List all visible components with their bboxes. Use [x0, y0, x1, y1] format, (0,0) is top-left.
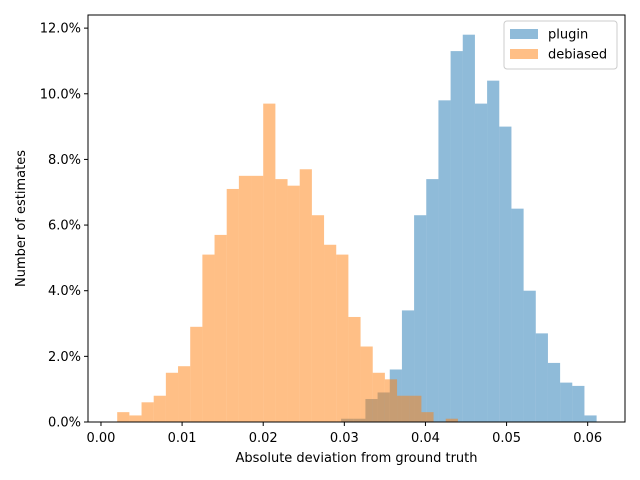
y-tick-label-3: 6.0% — [48, 219, 81, 234]
plugin-bar-16 — [535, 333, 548, 422]
x-tick-label-3: 0.03 — [330, 431, 359, 446]
debiased-bar-24 — [409, 395, 422, 422]
debiased-bar-13 — [275, 179, 288, 422]
debiased-bar-22 — [384, 379, 398, 422]
plugin-bar-13 — [499, 126, 512, 422]
plugin-bar-18 — [560, 382, 573, 422]
series-plugin — [341, 34, 597, 423]
debiased-bar-0 — [117, 412, 130, 422]
debiased-bar-9 — [226, 188, 239, 422]
plugin-bar-8 — [438, 100, 451, 422]
debiased-bar-4 — [165, 372, 179, 422]
y-tick-label-6: 12.0% — [40, 22, 81, 37]
plugin-bar-10 — [462, 34, 475, 422]
y-tick-label-1: 2.0% — [48, 350, 81, 365]
y-axis-label: Number of estimates — [14, 150, 29, 287]
series-debiased — [117, 103, 458, 423]
debiased-bar-5 — [178, 366, 191, 422]
plugin-bar-14 — [511, 208, 524, 422]
y-tick-label-5: 10.0% — [40, 87, 81, 102]
debiased-bar-3 — [153, 395, 166, 422]
debiased-bar-17 — [324, 244, 337, 422]
debiased-bar-20 — [360, 346, 373, 422]
legend-swatch-plugin — [510, 29, 538, 39]
debiased-bar-18 — [336, 254, 349, 422]
plugin-bar-5 — [401, 310, 415, 422]
debiased-bar-26 — [445, 418, 458, 422]
plugin-bar-6 — [414, 215, 427, 422]
plugin-bar-17 — [547, 362, 561, 422]
bars-layer — [117, 34, 597, 423]
plugin-bar-11 — [474, 103, 488, 423]
debiased-bar-12 — [263, 103, 276, 423]
debiased-bar-8 — [214, 234, 227, 422]
debiased-bar-21 — [372, 372, 385, 422]
plugin-bar-19 — [572, 385, 585, 422]
plot-frame — [87, 14, 626, 423]
debiased-bar-11 — [251, 175, 264, 422]
y-tick-label-4: 8.0% — [48, 153, 81, 168]
debiased-bar-15 — [299, 169, 312, 422]
debiased-bar-1 — [129, 415, 142, 422]
x-tick-label-4: 0.04 — [411, 431, 440, 446]
x-tick-label-0: 0.00 — [87, 431, 116, 446]
plugin-bar-12 — [487, 80, 500, 423]
x-axis-label: Absolute deviation from ground truth — [235, 451, 477, 466]
plugin-bar-15 — [523, 290, 536, 422]
plugin-bar-7 — [426, 179, 439, 422]
plugin-bar-20 — [584, 415, 597, 422]
debiased-bar-16 — [311, 215, 325, 422]
debiased-bar-2 — [141, 402, 154, 422]
debiased-bar-19 — [348, 316, 361, 422]
debiased-bar-25 — [421, 412, 434, 422]
debiased-bar-10 — [238, 175, 252, 422]
x-tick-label-1: 0.01 — [168, 431, 197, 446]
plugin-bar-9 — [450, 51, 463, 422]
x-tick-label-5: 0.05 — [492, 431, 521, 446]
debiased-bar-6 — [190, 326, 203, 422]
legend-swatch-debiased — [510, 49, 538, 59]
y-tick-label-0: 0.0% — [48, 416, 81, 431]
debiased-bar-7 — [202, 254, 215, 422]
axes-layer: 0.00 0.01 0.02 0.03 0.04 0.05 0.06 0.0% 2.0% 4.0%… — [40, 14, 626, 446]
debiased-bar-14 — [287, 185, 300, 422]
x-tick-label-6: 0.06 — [573, 431, 602, 446]
legend-label-plugin: plugin — [548, 28, 588, 43]
legend-label-debiased: debiased — [548, 48, 607, 63]
x-tick-label-2: 0.02 — [249, 431, 278, 446]
legend: plugin debiased — [503, 20, 618, 70]
y-tick-label-2: 4.0% — [48, 284, 81, 299]
debiased-bar-23 — [397, 395, 410, 422]
